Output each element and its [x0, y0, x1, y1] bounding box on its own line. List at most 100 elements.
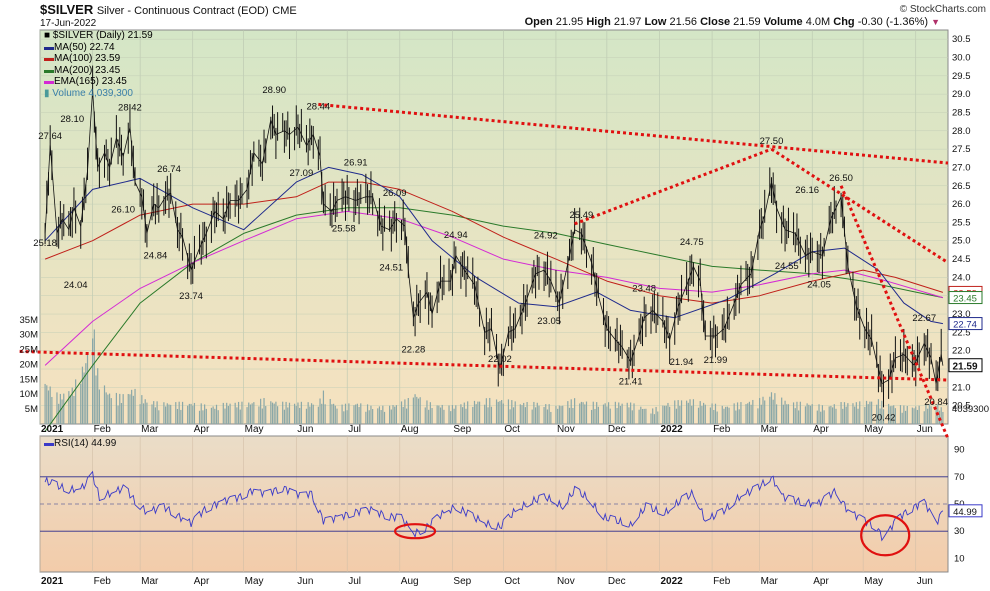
volume-bar [353, 405, 355, 424]
last-price-label: 21.59 [952, 362, 977, 373]
volume-bar [402, 406, 404, 424]
volume-bar [811, 404, 813, 424]
volume-bar [831, 407, 834, 424]
volume-bar [820, 411, 822, 424]
volume-bar [609, 408, 611, 424]
volume-bar [246, 407, 248, 424]
volume-bar [546, 409, 549, 424]
volume-bar [312, 404, 314, 424]
legend-swatch-icon: ▬ [44, 41, 54, 53]
rsi-tick-label: 10 [954, 553, 965, 564]
volume-bar [692, 399, 695, 424]
volume-bar [426, 400, 428, 424]
volume-bar [192, 405, 194, 424]
low-value: 21.56 [669, 16, 698, 28]
volume-bar [887, 403, 890, 424]
volume-bar [772, 399, 774, 424]
price-legend: ■ $SILVER (Daily) 21.59 ▬MA(50) 22.74 ▬M… [44, 30, 153, 100]
price-annotation: 25.49 [570, 210, 594, 221]
volume-bar [336, 408, 338, 424]
price-tick-label: 27.5 [952, 144, 971, 155]
volume-bar [236, 407, 238, 424]
volume-tick-label: 10M [20, 389, 39, 400]
volume-bar [677, 400, 679, 424]
price-annotation: 27.50 [760, 136, 784, 147]
price-annotation: 26.74 [157, 164, 181, 175]
volume-bar [329, 398, 331, 424]
volume-bar [253, 402, 255, 424]
volume-bar [669, 406, 671, 424]
volume-bar [876, 404, 878, 424]
legend-swatch-icon: ▮ [44, 87, 50, 99]
volume-bar [904, 410, 907, 424]
price-tick-label: 25.5 [952, 217, 971, 228]
x-tick-label: Apr [194, 576, 210, 587]
volume-bar [331, 404, 333, 424]
volume-bar [175, 402, 177, 424]
ma50-line [44, 166, 943, 325]
volume-bar [747, 403, 749, 424]
price-tick-label: 24.5 [952, 254, 971, 265]
contract-description: Silver - Continuous Contract (EOD) [96, 5, 269, 17]
volume-bar [382, 405, 384, 424]
volume-bar [455, 405, 457, 424]
volume-bar [460, 404, 462, 424]
volume-bar [511, 400, 513, 424]
volume-bar [355, 404, 357, 424]
price-annotation: 24.84 [144, 251, 168, 262]
volume-bar [843, 402, 846, 424]
volume-bar [44, 383, 46, 424]
volume-bar [894, 408, 896, 424]
legend-price: ■ $SILVER (Daily) 21.59 [44, 30, 153, 41]
volume-bar [212, 406, 214, 424]
price-tick-label: 26.0 [952, 199, 971, 210]
volume-bar [103, 385, 106, 424]
x-tick-label: Jul [348, 424, 361, 435]
volume-bar [572, 408, 574, 424]
volume-bar [787, 404, 790, 424]
volume-bar [372, 409, 374, 424]
volume-bar [473, 400, 476, 424]
volume-bar [938, 410, 941, 424]
x-tick-label: Jun [917, 576, 933, 587]
price-annotation: 25.18 [33, 238, 57, 249]
volume-bar [701, 405, 703, 424]
volume-bar [392, 405, 394, 424]
volume-tick-label: 20M [20, 359, 39, 370]
volume-bar [142, 403, 145, 424]
volume-bar [703, 402, 705, 424]
volume-bar [472, 406, 474, 424]
volume-bar [295, 405, 297, 424]
volume-bar [716, 411, 718, 424]
volume-bar [799, 401, 801, 424]
volume-bar [378, 406, 381, 424]
open-value: 21.95 [555, 16, 584, 28]
price-tick-label: 23.0 [952, 309, 971, 320]
last-price-marker [948, 358, 983, 373]
price-annotation: 21.99 [704, 355, 728, 366]
volume-bar [911, 407, 913, 424]
volume-bar [265, 406, 267, 424]
volume-bar [842, 408, 844, 424]
volume-bar [394, 406, 396, 424]
volume-bar [781, 397, 783, 424]
volume-bar [69, 395, 72, 424]
price-annotation: 21.41 [619, 376, 643, 387]
volume-bar [901, 412, 903, 424]
volume-bar [436, 405, 438, 424]
price-annotation: 26.09 [383, 188, 407, 199]
price-annotation: 22.02 [488, 354, 512, 365]
volume-bar [726, 406, 728, 424]
volume-bar [428, 409, 430, 424]
volume-bar [501, 400, 503, 424]
volume-bar [536, 402, 538, 424]
volume-bar [709, 407, 711, 424]
x-tick-label: Dec [608, 576, 626, 587]
price-tick-label: 30.5 [952, 34, 971, 45]
volume-bar [738, 409, 740, 424]
rsi-label: RSI(14) 44.99 [54, 438, 117, 449]
volume-bar [227, 405, 229, 424]
x-tick-label: Oct [504, 576, 520, 587]
volume-bar [794, 408, 796, 424]
volume-bar [360, 403, 362, 424]
